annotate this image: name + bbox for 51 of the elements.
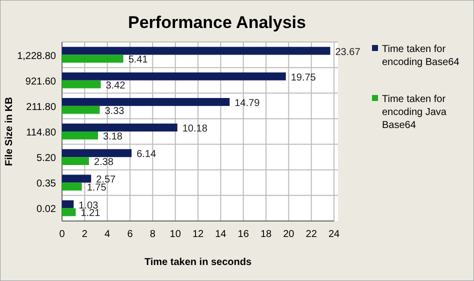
data-label: 3.33 [104,106,125,117]
legend-label: Time taken for encoding Base64 [382,44,460,68]
data-label: 1.75 [86,182,107,194]
data-label: 5.41 [128,54,148,66]
bar [62,80,101,88]
bar [62,174,92,183]
bar [62,106,100,114]
data-label: 19.75 [290,72,316,84]
data-label: 10.18 [182,124,208,135]
data-label: 23.67 [335,46,361,58]
data-label: 3.18 [103,131,123,142]
x-tick-label: 10 [170,229,182,240]
y-tick-label: 0.02 [36,204,56,216]
data-label: 6.14 [136,149,156,160]
y-tick-label: 5.20 [36,153,56,164]
x-tick-label: 22 [306,229,318,240]
x-tick-label: 2 [82,229,88,240]
x-axis-title: Time taken in seconds [144,257,252,268]
bar [62,72,286,80]
x-tick-label: 0 [59,229,66,240]
legend-label: Time taken for encoding Java Base64 [382,94,447,131]
bar [62,208,76,216]
y-tick-label: 211.80 [26,102,56,113]
bar [62,149,132,158]
chart-title: Performance Analysis [128,13,306,32]
x-tick-label: 6 [127,229,134,240]
bar [62,157,89,165]
x-tick-label: 24 [328,229,340,240]
x-tick-label: 4 [104,229,111,240]
x-tick-label: 20 [283,229,295,240]
x-tick-label: 8 [150,229,156,240]
x-tick-label: 18 [260,229,272,240]
bar [62,54,124,63]
data-label: 14.79 [234,98,260,109]
data-label: 3.42 [106,80,126,92]
x-tick-label: 12 [192,229,204,240]
y-axis-title: File Size in KB [4,97,15,166]
y-tick-label: 921.60 [25,76,56,88]
bar [62,132,98,140]
x-tick-label: 16 [238,229,250,240]
data-label: 2.38 [94,157,114,168]
bar [62,200,74,208]
bar [62,182,82,191]
y-tick-label: 1,228.80 [17,50,56,62]
bar [62,46,330,55]
data-label: 1.21 [80,208,101,220]
bar [62,98,230,106]
y-tick-label: 0.35 [36,178,56,190]
bar [62,124,178,132]
y-tick-label: 114.80 [26,128,56,138]
x-tick-label: 14 [215,229,227,240]
